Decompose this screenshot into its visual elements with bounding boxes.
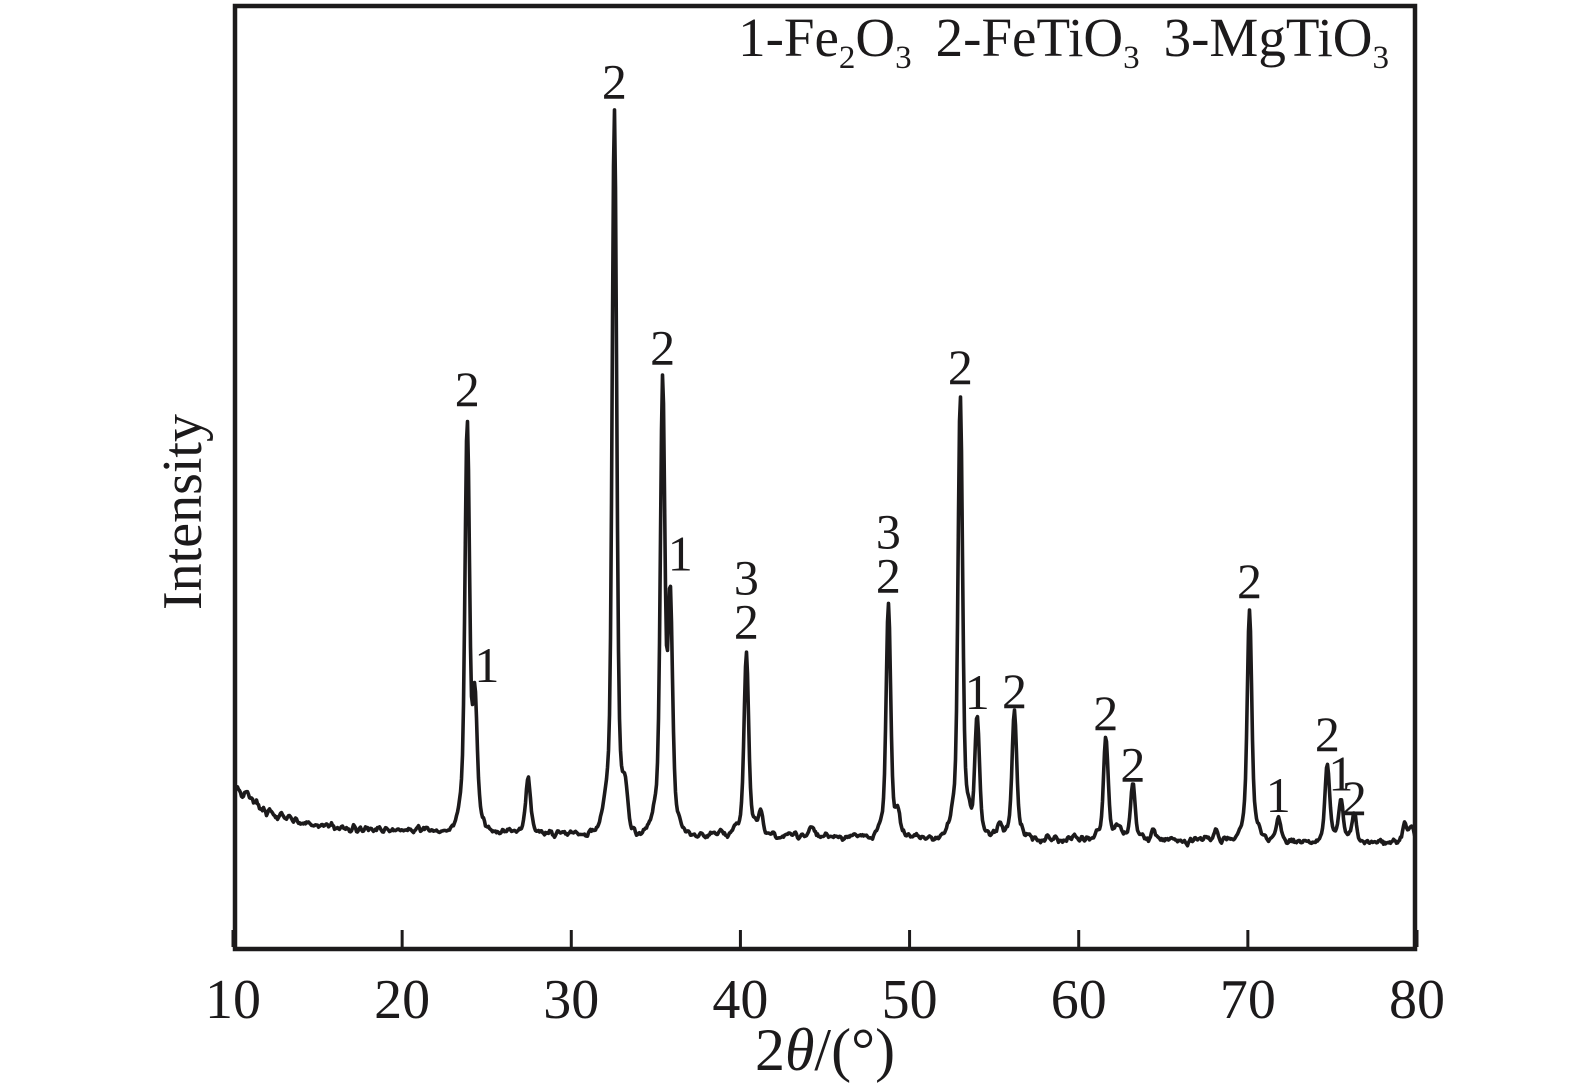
peak-label-1-at-35.85: 1 [668,525,693,581]
x-tick-label-40: 40 [712,969,768,1031]
x-tick-label-10: 10 [205,969,261,1031]
peak-label-2-at-61.6: 2 [1093,685,1118,741]
legend-item-phase-1: 1-Fe2O3 [738,7,912,75]
xrd-trace [233,108,1417,848]
legend-subscript: 3 [1123,40,1140,76]
legend-text: 2-FeTiO [935,7,1124,68]
x-title-text: /(°) [814,1017,896,1083]
peak-label-2-at-74.7: 2 [1315,706,1340,762]
legend-text: 1-Fe [738,7,839,68]
x-tick-label-70: 70 [1220,969,1276,1031]
x-tick-label-20: 20 [374,969,430,1031]
legend-item-phase-3: 3-MgTiO3 [1163,7,1389,75]
peak-label-2-at-40.35: 2 [734,594,759,650]
peak-label-2-at-32.55: 2 [602,53,627,109]
x-tick-label-30: 30 [543,969,599,1031]
x-axis-title: 2θ/(°) [755,1020,895,1080]
y-axis-title: Intensity [152,414,214,610]
peak-label-2-at-48.75: 2 [876,548,901,604]
legend-subscript: 3 [895,40,912,76]
peak-label-2-at-70.1: 2 [1237,553,1262,609]
peak-label-2-at-56.2: 2 [1002,663,1027,719]
x-title-theta: θ [784,1017,815,1083]
peak-label-2-at-35.4: 2 [650,319,675,375]
peak-label-1-at-75.5: 1 [1328,745,1353,801]
peak-label-1-at-54: 1 [965,664,990,720]
legend-item-phase-2: 2-FeTiO3 [935,7,1140,75]
legend-subscript: 2 [838,40,856,76]
legend: 1-Fe2O3 2-FeTiO3 3-MgTiO3 [738,7,1389,75]
legend-text: O [855,7,896,68]
x-tick-label-80: 80 [1389,969,1445,1031]
x-title-text: 2 [754,1017,785,1083]
peak-label-3-at-40.35: 3 [734,550,759,606]
peak-label-2-at-76.3: 2 [1342,770,1367,826]
peak-label-2-at-53: 2 [948,339,973,395]
peak-label-1-at-71.8: 1 [1266,767,1291,823]
peak-label-2-at-63.2: 2 [1120,737,1145,793]
peak-label-1-at-24.3: 1 [474,637,499,693]
peak-label-2-at-23.85: 2 [455,361,480,417]
peak-label-3-at-48.75: 3 [876,504,901,560]
legend-text: 3-MgTiO [1163,7,1373,68]
x-tick-label-50: 50 [882,969,938,1031]
plot-border [232,3,1418,952]
legend-subscript: 3 [1372,40,1390,76]
x-tick-label-60: 60 [1051,969,1107,1031]
